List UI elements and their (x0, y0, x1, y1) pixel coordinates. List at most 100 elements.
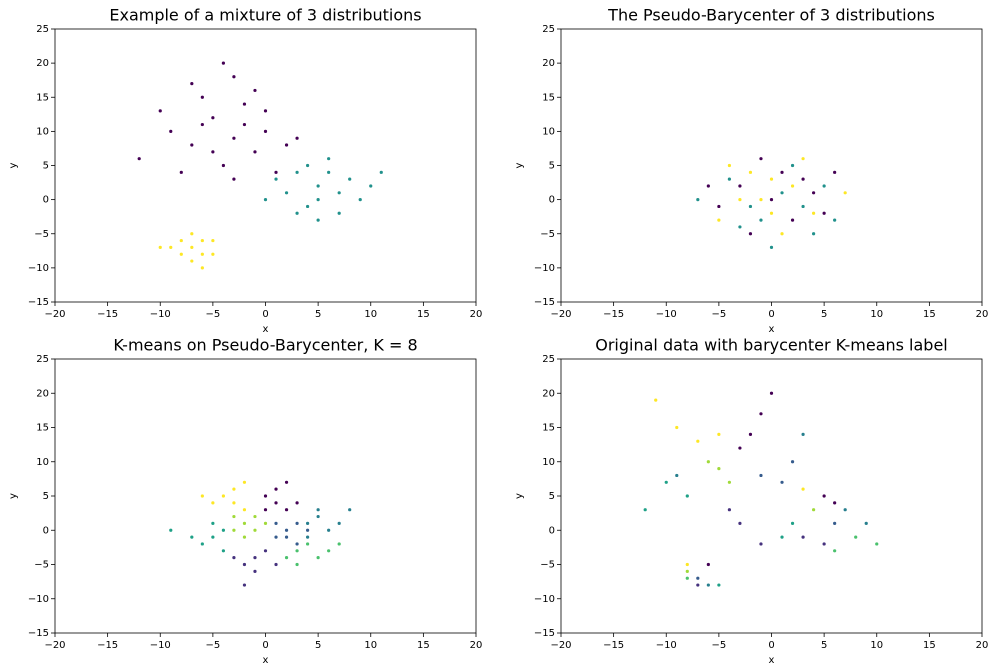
scatter-point (748, 232, 753, 236)
x-tick-label: 5 (315, 640, 321, 651)
scatter-point (253, 528, 257, 532)
scatter-point (242, 122, 247, 127)
scatter-point (263, 508, 268, 512)
scatter-point (158, 109, 162, 113)
scatter-point (200, 266, 204, 270)
scatter-point (790, 184, 795, 188)
y-tick-label: 20 (542, 388, 555, 399)
scatter-point (833, 170, 837, 174)
y-tick-label: 10 (542, 457, 555, 468)
scatter-point (284, 480, 289, 484)
x-tick-label: −5 (712, 309, 727, 320)
scatter-point (274, 562, 278, 567)
scatter-point (780, 232, 784, 236)
scatter-point (696, 583, 700, 587)
scatter-point (759, 412, 763, 416)
scatter-point (274, 535, 278, 539)
x-tick-label: 0 (262, 640, 268, 651)
scatter-point (295, 170, 299, 174)
x-axis-label: x (769, 655, 775, 666)
x-tick-label: −10 (150, 640, 171, 651)
scatter-point (211, 238, 215, 243)
scatter-point (242, 480, 247, 484)
x-tick-label: 10 (364, 309, 377, 320)
scatter-point (327, 528, 331, 532)
scatter-point (295, 542, 299, 546)
scatter-point (790, 521, 795, 526)
x-tick-label: −20 (44, 309, 65, 320)
scatter-point (295, 562, 299, 567)
x-tick-label: 0 (262, 309, 268, 320)
scatter-point (200, 542, 204, 546)
scatter-point (274, 177, 278, 181)
scatter-point (200, 238, 204, 243)
scatter-point (337, 191, 341, 195)
scatter-point (306, 542, 310, 546)
chart-title: K-means on Pseudo-Barycenter, K = 8 (113, 336, 417, 355)
y-tick-label: 20 (542, 58, 555, 69)
y-tick-label: 10 (542, 126, 555, 137)
scatter-point (263, 521, 268, 526)
y-tick-label: 25 (542, 24, 555, 35)
scatter-point (295, 521, 299, 526)
y-tick-label: 5 (549, 161, 555, 172)
scatter-point (327, 157, 331, 161)
scatter-point (242, 508, 247, 512)
scatter-point (200, 252, 204, 256)
scatter-point (169, 528, 173, 532)
scatter-point (379, 170, 383, 174)
scatter-point (738, 198, 742, 202)
x-axis-label: x (263, 324, 269, 335)
scatter-point (211, 252, 215, 256)
scatter-point (696, 439, 700, 443)
y-tick-label: −5 (34, 560, 49, 571)
scatter-point (801, 487, 805, 491)
y-tick-label: 25 (36, 354, 49, 365)
scatter-point (685, 576, 689, 580)
x-tick-label: −20 (550, 309, 571, 320)
x-tick-label: −20 (550, 640, 571, 651)
scatter-point (232, 487, 236, 491)
y-tick-label: −10 (534, 263, 555, 274)
scatter-point (137, 157, 141, 161)
scatter-point (190, 245, 194, 249)
x-tick-label: 10 (870, 640, 883, 651)
scatter-point (801, 177, 805, 181)
y-tick-label: 15 (542, 92, 555, 103)
scatter-point (253, 88, 257, 93)
scatter-point (221, 549, 225, 553)
scatter-point (706, 460, 710, 464)
y-tick-label: 0 (549, 525, 555, 536)
scatter-point (780, 170, 784, 174)
y-tick-label: 10 (36, 126, 49, 137)
scatter-point (190, 259, 194, 263)
scatter-point (211, 521, 215, 526)
scatter-point (780, 535, 784, 539)
scatter-point (327, 170, 331, 174)
scatter-point (306, 535, 310, 539)
scatter-point (284, 143, 289, 147)
scatter-point (843, 508, 847, 512)
scatter-point (284, 528, 289, 532)
y-tick-label: 0 (549, 195, 555, 206)
chart-title: Original data with barycenter K-means la… (595, 336, 948, 355)
scatter-point (738, 446, 742, 450)
scatter-point (221, 61, 225, 65)
scatter-point (284, 191, 289, 195)
scatter-point (242, 562, 247, 567)
scatter-point (769, 245, 774, 249)
scatter-point (211, 535, 215, 539)
y-tick-label: −5 (540, 560, 555, 571)
scatter-point (232, 177, 236, 181)
x-tick-label: 20 (470, 640, 483, 651)
scatter-point (822, 211, 826, 215)
scatter-point (675, 425, 679, 430)
scatter-point (306, 204, 310, 209)
y-tick-label: 0 (43, 195, 49, 206)
scatter-point (232, 514, 236, 519)
scatter-point (769, 211, 774, 215)
scatter-point (263, 494, 268, 498)
scatter-point (316, 556, 320, 560)
scatter-point (696, 198, 700, 202)
